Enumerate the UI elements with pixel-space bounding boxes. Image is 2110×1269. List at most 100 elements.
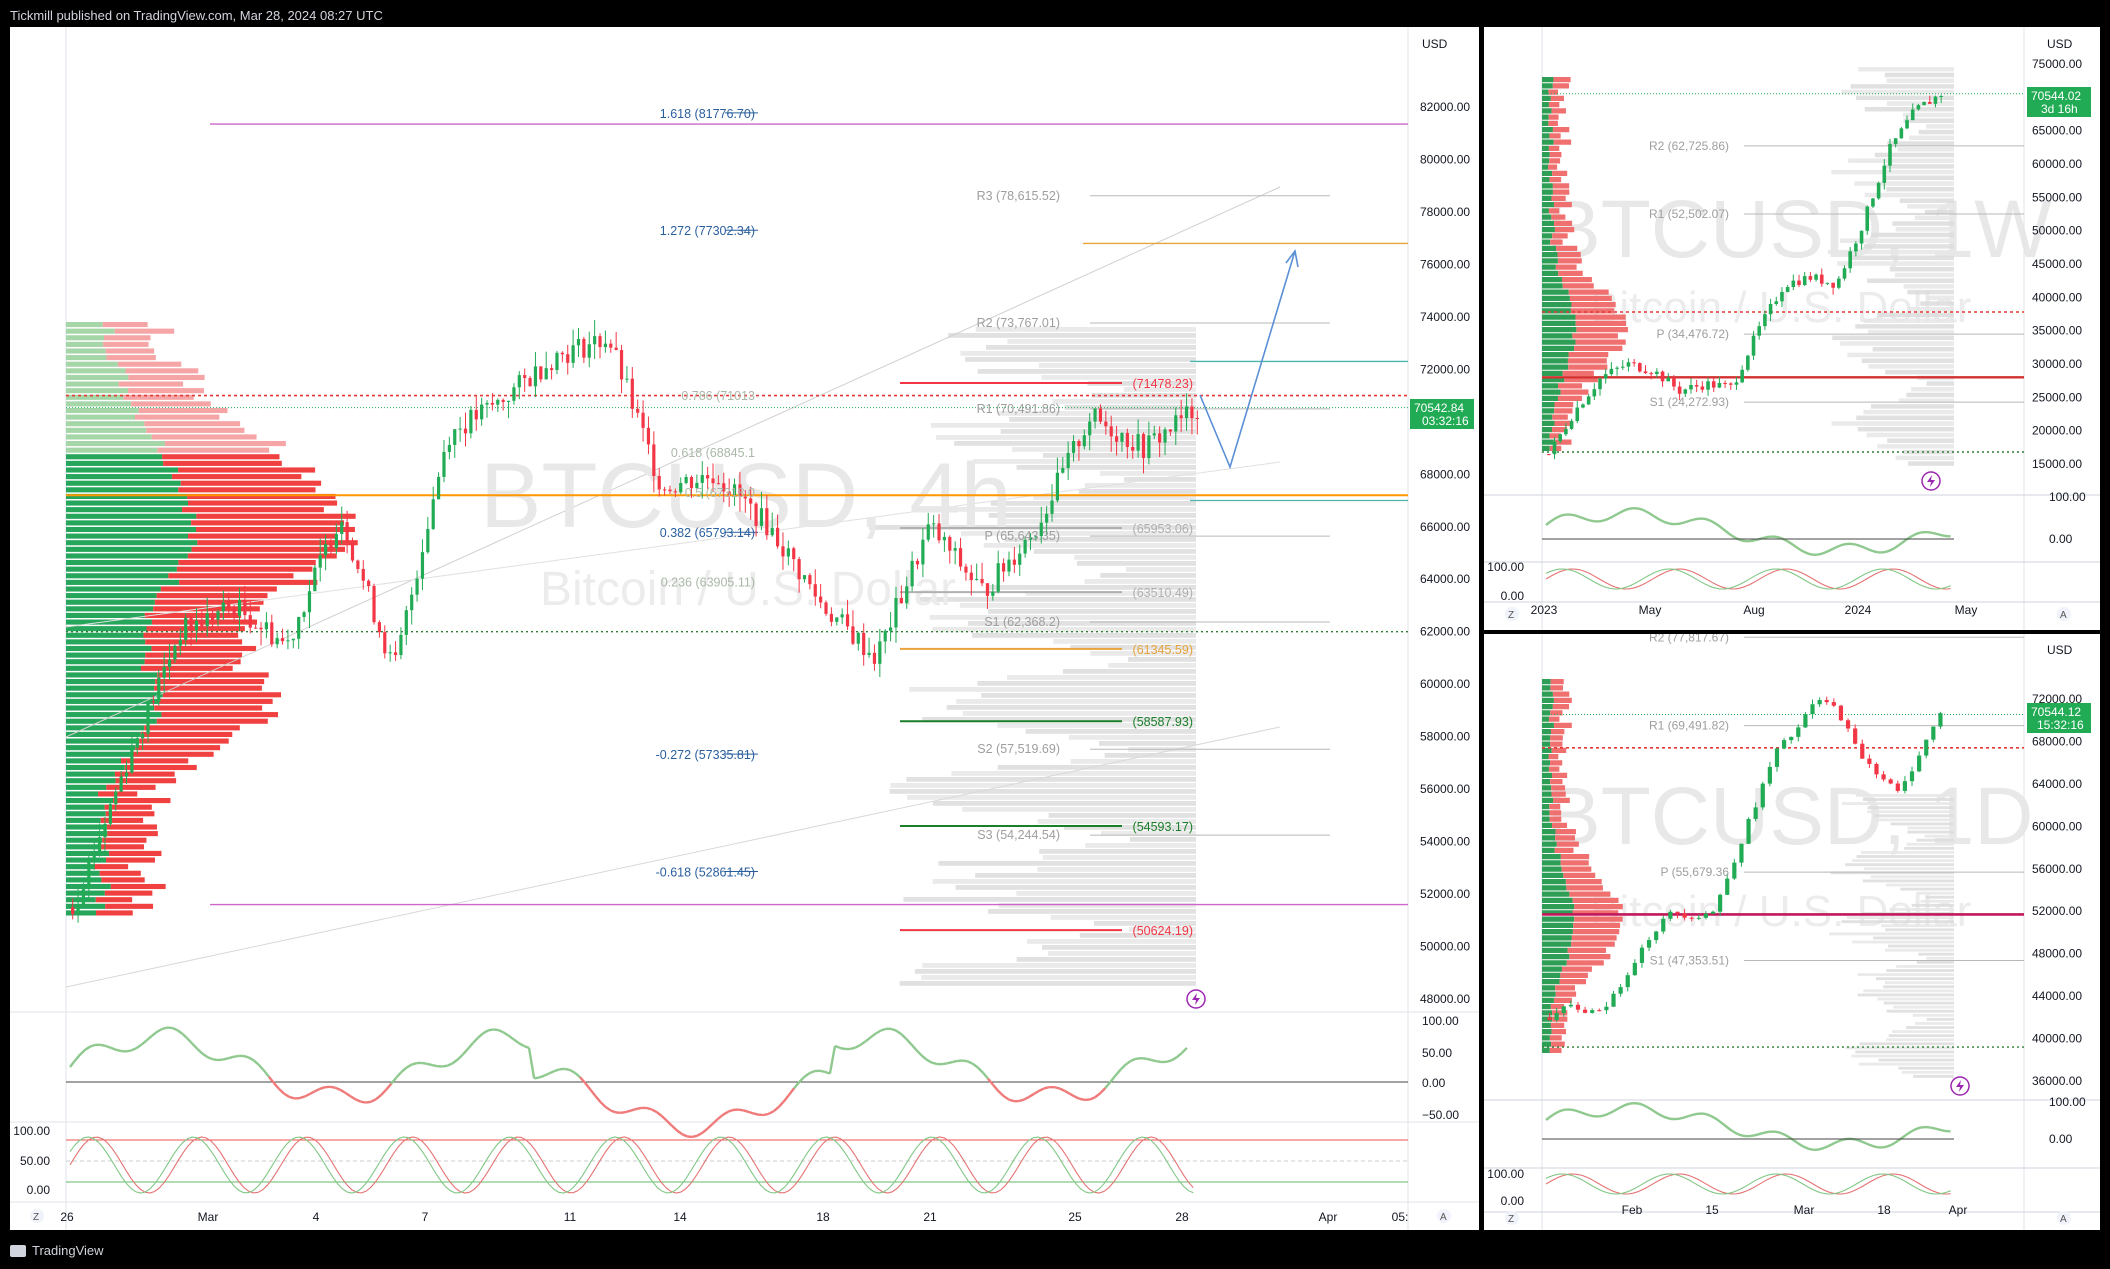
time-tick: May — [1639, 603, 1662, 617]
candle-body — [512, 387, 516, 401]
volume-profile-bar — [66, 606, 154, 612]
watermark-symbol: BTCUSD, 1D — [1546, 771, 2034, 862]
lightning-icon[interactable] — [1950, 1076, 1970, 1096]
rsi-segment — [156, 1028, 163, 1034]
volume-profile-bar — [162, 454, 280, 460]
rsi-segment — [115, 1048, 122, 1053]
volume-profile-bar — [1047, 951, 1196, 956]
candle-body — [141, 733, 145, 739]
last-price: 70544.12 — [2031, 705, 2081, 719]
candle-body — [1547, 454, 1551, 455]
rsi-segment — [518, 1042, 525, 1048]
rsi-segment — [900, 1033, 908, 1040]
scale-z-button[interactable]: Z — [1505, 1211, 1519, 1225]
volume-profile-bar — [1887, 141, 1954, 146]
scale-a-button[interactable]: A — [2057, 607, 2071, 621]
price-tick: 74000.00 — [1420, 310, 1470, 324]
svg-text:A: A — [2060, 1214, 2067, 1225]
rsi-segment — [334, 1086, 341, 1091]
volume-profile-bar — [66, 824, 107, 830]
volume-profile-bar — [1042, 453, 1196, 458]
volume-profile-bar — [990, 501, 1196, 506]
weekly-chart-panel[interactable]: BTCUSD, 1W Bitcoin / U.S. Dollar R3 (86,… — [1484, 27, 2100, 630]
candle-body — [1141, 434, 1146, 459]
scale-z-button[interactable]: Z — [1505, 607, 1519, 621]
scale-a-button[interactable]: A — [2057, 1211, 2071, 1225]
volume-profile-bar — [1555, 991, 1577, 997]
volume-profile-bar — [1548, 754, 1559, 760]
volume-profile-bar — [1848, 158, 1954, 163]
volume-profile-bar — [1548, 114, 1559, 120]
candle-body — [975, 578, 979, 581]
rsi-segment — [299, 1095, 305, 1100]
volume-profile-bar — [948, 333, 1196, 338]
price-tick: 82000.00 — [1420, 100, 1470, 114]
scale-z-button[interactable]: Z — [30, 1209, 44, 1223]
volume-profile-bar — [1542, 245, 1557, 251]
candle-body — [1895, 783, 1900, 791]
lightning-icon[interactable] — [1921, 471, 1941, 491]
volume-profile-bar — [1542, 252, 1558, 258]
candle-body — [754, 503, 758, 526]
rsi-segment — [212, 1058, 219, 1062]
candle-body — [399, 634, 403, 656]
volume-profile-bar — [1542, 439, 1554, 445]
candle-body — [910, 560, 914, 587]
candle-body — [1831, 282, 1835, 288]
volume-profile-bar — [1542, 227, 1555, 233]
volume-profile-bar — [1854, 181, 1954, 186]
daily-chart-svg[interactable]: BTCUSD, 1D Bitcoin / U.S. Dollar R2 (77,… — [1484, 634, 2100, 1230]
volume-profile-bar — [66, 526, 197, 533]
osc-tick: 100.00 — [2049, 490, 2086, 504]
main-chart-svg[interactable]: BTCUSD, 4h Bitcoin / U.S. Dollar 1.618 (… — [10, 27, 1479, 1230]
volume-profile-bar — [1855, 95, 1954, 101]
volume-profile-bar — [1558, 270, 1583, 276]
volume-profile-bar — [1542, 258, 1558, 264]
rsi-segment — [1038, 1087, 1045, 1092]
rsi-line — [1545, 506, 1951, 557]
rsi-segment — [257, 1063, 265, 1072]
volume-profile-bar — [1542, 177, 1550, 183]
volume-profile-bar — [889, 789, 1196, 794]
main-chart-panel[interactable]: BTCUSD, 4h Bitcoin / U.S. Dollar 1.618 (… — [10, 27, 1479, 1230]
daily-chart-panel[interactable]: BTCUSD, 1D Bitcoin / U.S. Dollar R2 (77,… — [1484, 634, 2100, 1230]
rsi-segment — [314, 1087, 321, 1093]
lightning-icon[interactable] — [1186, 989, 1206, 1009]
volume-profile-bar — [1916, 838, 1954, 842]
candle-body — [248, 615, 252, 628]
price-tick: 52000.00 — [1420, 887, 1470, 901]
volume-profile-bar — [988, 909, 1196, 914]
rsi-segment — [1180, 1046, 1188, 1054]
volume-profile-bar — [1542, 1016, 1553, 1022]
volume-profile-bar — [66, 328, 115, 334]
volume-profile-bar — [110, 883, 166, 890]
volume-profile-bar — [1053, 639, 1196, 644]
volume-profile-bar — [1558, 383, 1583, 389]
volume-profile-bar — [66, 368, 126, 374]
volume-profile-bar — [1542, 1041, 1552, 1047]
volume-profile-bar — [1886, 187, 1954, 192]
weekly-chart-svg[interactable]: BTCUSD, 1W Bitcoin / U.S. Dollar R3 (86,… — [1484, 27, 2100, 630]
volume-profile-bar — [66, 599, 155, 605]
rsi-segment — [355, 1098, 362, 1103]
rsi-segment — [201, 1052, 209, 1059]
rsi-segment — [625, 1109, 632, 1114]
volume-profile-bar — [1840, 341, 1954, 346]
candle-body — [932, 523, 936, 525]
volume-profile-bar — [1542, 891, 1570, 897]
candle-body — [259, 627, 263, 630]
candle-body — [835, 617, 839, 622]
volume-profile-bar — [1909, 135, 1954, 141]
candle-body — [1825, 282, 1830, 284]
volume-profile-bar — [66, 619, 152, 625]
candle-body — [1077, 441, 1081, 447]
candle-body — [1739, 843, 1744, 863]
pivot-label: P (34,476.72) — [1657, 327, 1730, 341]
scale-a-button[interactable]: A — [1437, 1209, 1451, 1223]
volume-profile-bar — [66, 573, 169, 579]
volume-profile-bar — [1542, 897, 1573, 903]
volume-profile-bar — [1550, 685, 1563, 691]
volume-profile-bar — [1542, 760, 1551, 766]
volume-profile-bar — [1850, 255, 1954, 261]
candle-body — [1618, 987, 1623, 994]
